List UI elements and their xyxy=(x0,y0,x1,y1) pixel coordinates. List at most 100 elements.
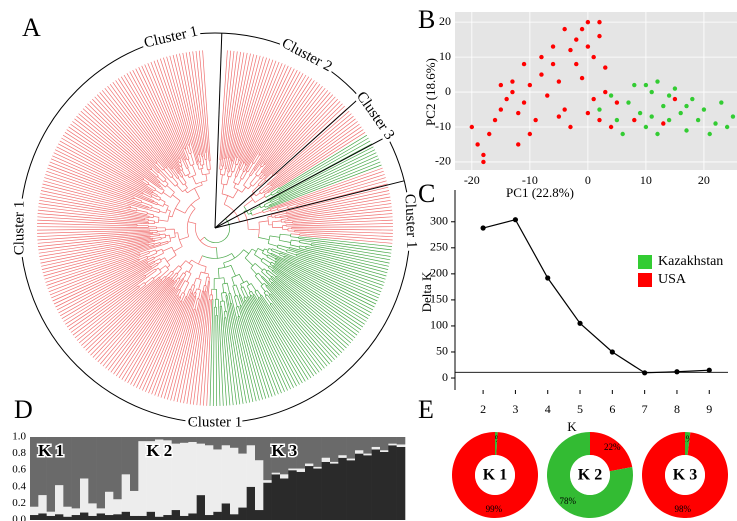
panel-label: C xyxy=(418,179,435,208)
ancestry-bar xyxy=(263,480,272,483)
ancestry-bar xyxy=(63,516,72,520)
panel-label: A xyxy=(22,13,41,42)
ancestry-bar xyxy=(230,437,239,448)
cluster-divider xyxy=(214,97,361,229)
delta-k-point xyxy=(545,275,551,281)
scatter-point xyxy=(527,82,533,88)
ancestry-bar xyxy=(330,437,339,462)
legend-label: USA xyxy=(658,272,687,287)
ancestry-bar xyxy=(30,437,39,507)
scatter-point xyxy=(516,110,521,116)
ancestry-bar xyxy=(313,437,322,467)
ancestry-bar xyxy=(30,506,39,516)
delta-k-line xyxy=(482,218,710,374)
legend-label: Kazakhstan xyxy=(658,254,723,269)
ancestry-bar xyxy=(96,508,106,514)
cluster-divider xyxy=(214,33,223,229)
ancestry-bar xyxy=(296,471,306,520)
ancestry-bar xyxy=(205,445,214,516)
ancestry-bar xyxy=(263,482,272,520)
ancestry-bar xyxy=(130,490,139,516)
y-tick-label: 10 xyxy=(439,49,451,63)
ancestry-bar xyxy=(288,468,297,471)
ancestry-bar xyxy=(113,514,122,520)
ancestry-bar xyxy=(38,437,47,496)
ancestry-bar xyxy=(96,437,106,509)
ancestry-bar xyxy=(321,437,331,458)
ancestry-bar xyxy=(363,437,372,454)
ancestry-bar xyxy=(155,437,164,440)
scatter-point xyxy=(597,107,602,112)
cluster-label: Cluster 2 xyxy=(279,35,335,75)
donut-label: K 3 xyxy=(673,467,697,484)
ancestry-bar xyxy=(55,485,64,515)
ancestry-bar xyxy=(380,451,389,520)
scatter-point xyxy=(690,96,695,102)
ancestry-bar xyxy=(396,446,406,520)
scatter-point xyxy=(550,61,556,67)
ancestry-bar xyxy=(238,507,247,520)
ancestry-bar xyxy=(221,437,231,446)
ancestry-bar xyxy=(221,445,231,504)
ancestry-bar xyxy=(155,439,164,517)
scatter-point xyxy=(585,44,591,49)
ancestry-bar xyxy=(88,503,97,516)
ancestry-bar xyxy=(255,437,264,461)
x-tick-label: 6 xyxy=(609,402,615,416)
ancestry-bar xyxy=(71,508,81,516)
ancestry-bar xyxy=(330,463,339,520)
ancestry-bar xyxy=(371,437,381,447)
scatter-point xyxy=(504,96,509,102)
ancestry-bar xyxy=(121,511,131,520)
ancestry-bar xyxy=(155,516,164,520)
ancestry-bar xyxy=(171,510,181,520)
ancestry-bar xyxy=(213,437,222,450)
ancestry-bar xyxy=(63,437,72,507)
slice-label: 99% xyxy=(486,504,503,514)
ancestry-bar xyxy=(46,515,56,520)
ancestry-bar xyxy=(188,513,197,520)
x-axis-label: K xyxy=(567,419,577,434)
y-tick-label: 0.2 xyxy=(12,497,26,509)
ancestry-bar xyxy=(221,503,231,520)
scatter-point xyxy=(649,114,654,119)
x-tick-label: 3 xyxy=(512,402,518,416)
ancestry-bar xyxy=(146,441,156,512)
ancestry-bar xyxy=(180,515,189,520)
x-tick-label: 5 xyxy=(577,402,583,416)
scatter-point xyxy=(643,124,649,130)
ancestry-bar xyxy=(130,515,139,520)
scatter-point xyxy=(481,159,486,165)
ancestry-bar xyxy=(113,437,122,500)
y-tick-label: 50 xyxy=(436,344,448,358)
ancestry-bar xyxy=(288,470,297,520)
scatter-point xyxy=(637,110,643,116)
scatter-point xyxy=(597,117,602,123)
ancestry-bar xyxy=(246,445,256,487)
ancestry-bar xyxy=(346,460,356,520)
scatter-point xyxy=(579,75,585,81)
cluster-label: Cluster 1 xyxy=(188,414,243,430)
panel-label: B xyxy=(418,5,435,34)
scatter-point xyxy=(614,117,620,123)
scatter-point xyxy=(516,142,521,147)
y-tick-label: 250 xyxy=(430,240,448,254)
y-axis-label: PC2 (18.6%) xyxy=(423,58,438,126)
donut-slice xyxy=(685,432,691,456)
scatter-point xyxy=(603,89,608,95)
ancestry-bar xyxy=(396,437,406,445)
ancestry-bar xyxy=(380,450,389,452)
x-tick-label: -20 xyxy=(464,173,480,187)
scatter-point xyxy=(655,79,660,84)
donut-label: K 1 xyxy=(483,467,507,484)
x-tick-label: 0 xyxy=(585,173,591,187)
y-tick-label: 0.4 xyxy=(12,480,26,492)
donut-hole xyxy=(570,455,610,495)
scatter-point xyxy=(678,110,683,116)
x-tick-label: 20 xyxy=(698,173,710,187)
ancestry-bar xyxy=(313,468,322,520)
scatter-point xyxy=(614,100,620,105)
scatter-point xyxy=(510,79,515,84)
donut-slice xyxy=(590,432,633,472)
ancestry-bar xyxy=(388,445,397,520)
